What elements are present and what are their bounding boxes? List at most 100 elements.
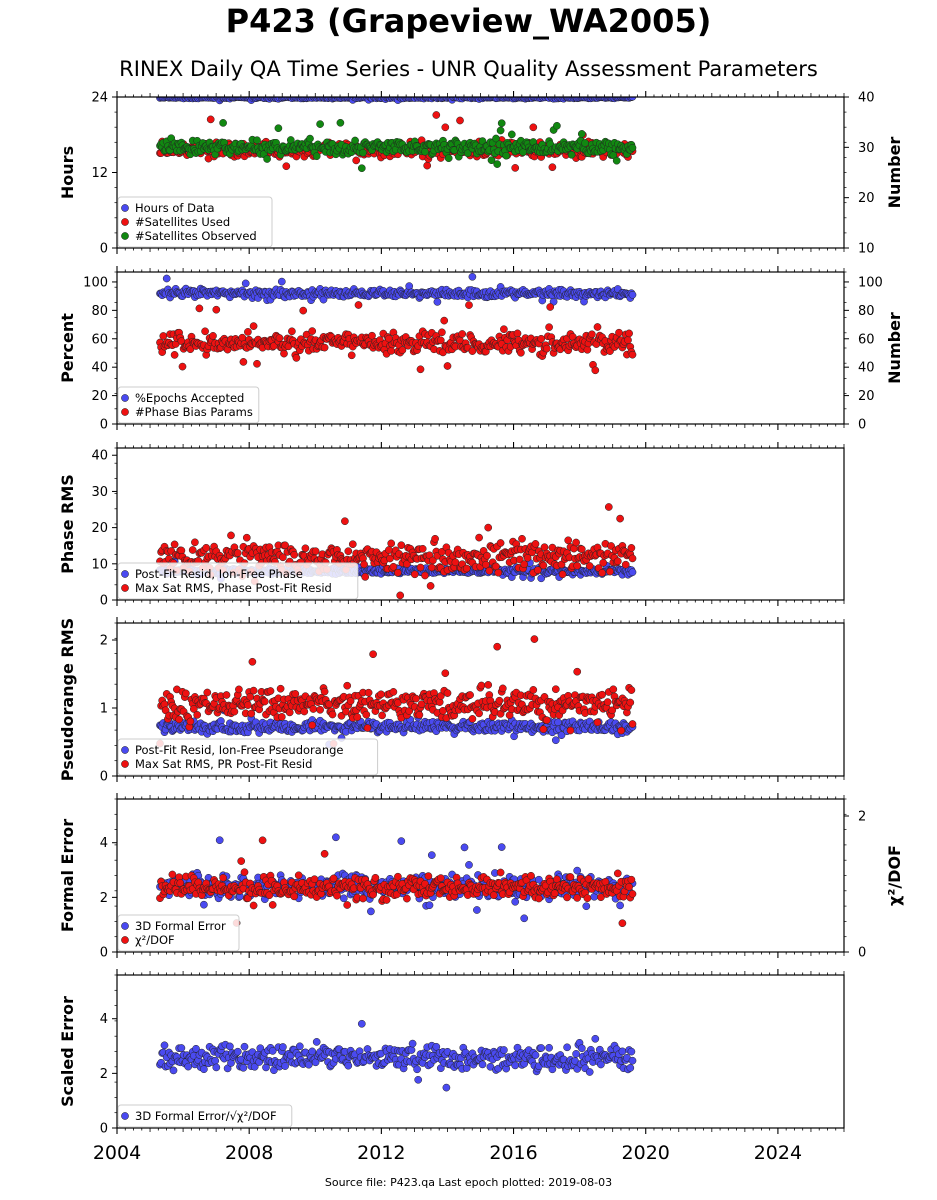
- legend: Hours of Data#Satellites Used#Satellites…: [117, 196, 273, 248]
- data-point-red: [530, 635, 539, 643]
- data-point-red: [412, 694, 420, 703]
- data-point-blue: [468, 272, 477, 281]
- y2-tick-label: 100: [858, 275, 883, 290]
- y-tick-label: 40: [91, 361, 108, 376]
- data-point-red: [456, 116, 464, 125]
- y-tick-label: 20: [91, 389, 108, 404]
- legend-box: [117, 386, 260, 424]
- data-point-red: [513, 329, 522, 338]
- data-point-red: [624, 336, 632, 344]
- data-point-red: [389, 688, 398, 696]
- data-point-red: [344, 547, 353, 556]
- data-point-green: [316, 120, 324, 128]
- y-tick-label: 0: [100, 770, 108, 785]
- y-tick-label: 1: [100, 702, 108, 717]
- legend-marker: [121, 584, 129, 592]
- data-point-red: [233, 549, 242, 557]
- data-point-red: [416, 563, 425, 572]
- page-title: P423 (Grapeview_WA2005): [225, 2, 712, 40]
- data-point-red: [189, 705, 198, 713]
- y-axis-label: Pseudorange RMS: [58, 618, 77, 781]
- page-subtitle: RINEX Daily QA Time Series - UNR Quality…: [119, 57, 818, 81]
- data-point-red: [542, 344, 551, 353]
- y-tick-label: 0: [100, 418, 108, 433]
- data-point-blue: [319, 295, 328, 304]
- data-point-red: [566, 726, 575, 735]
- data-point-red: [465, 301, 473, 309]
- y2-tick-label: 40: [858, 91, 875, 106]
- data-point-red: [443, 689, 452, 697]
- data-point-green: [493, 160, 502, 168]
- y-tick-label: 100: [83, 275, 108, 290]
- data-point-red: [608, 706, 617, 715]
- data-point-red: [292, 354, 301, 362]
- data-point-red: [361, 573, 370, 581]
- data-point-blue: [339, 894, 348, 903]
- y2-tick-label: 60: [858, 332, 875, 347]
- data-point-red: [177, 546, 186, 555]
- data-point-green: [492, 134, 500, 143]
- legend-marker: [121, 408, 129, 416]
- data-point-red: [475, 709, 483, 718]
- data-point-green: [507, 130, 516, 139]
- data-point-red: [410, 570, 419, 579]
- data-point-red: [511, 164, 520, 172]
- data-point-red: [242, 533, 251, 542]
- data-point-red: [475, 533, 483, 542]
- data-point-red: [209, 332, 217, 340]
- data-point-blue: [215, 836, 224, 845]
- data-point-red: [626, 698, 635, 707]
- y-axis-label: Hours: [58, 146, 77, 199]
- data-point-blue: [433, 298, 442, 306]
- data-point-red: [417, 700, 426, 709]
- panel-2: 0 20 40 60 80 100 Percent 0 20 40 60 80 100 Number %Ep…: [58, 266, 904, 433]
- data-point-green: [553, 121, 561, 130]
- data-point-red: [494, 568, 503, 577]
- data-point-red: [482, 560, 490, 569]
- data-point-red: [360, 560, 368, 569]
- data-point-red: [593, 323, 602, 331]
- data-point-green: [567, 150, 576, 159]
- data-point-red: [495, 696, 504, 705]
- data-point-red: [621, 560, 630, 569]
- data-point-red: [178, 362, 187, 371]
- data-point-red: [308, 721, 317, 730]
- data-point-red: [577, 545, 586, 554]
- data-point-red: [397, 541, 406, 550]
- data-point-red: [484, 681, 493, 689]
- data-point-red: [193, 711, 202, 719]
- data-point-red: [415, 711, 424, 719]
- data-point-red: [466, 691, 474, 699]
- data-point-red: [389, 562, 398, 571]
- data-point-green: [336, 118, 345, 127]
- data-point-red: [604, 503, 613, 511]
- data-point-blue: [511, 897, 520, 906]
- data-point-red: [354, 301, 363, 309]
- data-point-red: [363, 724, 372, 732]
- data-point-red: [195, 304, 204, 313]
- data-point-red: [441, 669, 450, 678]
- data-point-red: [188, 546, 197, 554]
- data-point-red: [628, 350, 637, 359]
- y-axis-label: Phase RMS: [58, 474, 77, 574]
- data-point-red: [617, 726, 626, 735]
- legend-marker: [121, 204, 129, 212]
- data-point-red: [249, 322, 258, 330]
- data-point-blue: [628, 97, 637, 101]
- data-point-red: [468, 347, 477, 355]
- legend-marker: [121, 570, 129, 578]
- y-tick-label: 40: [91, 449, 108, 464]
- data-point-red: [170, 351, 179, 359]
- data-point-red: [418, 544, 427, 553]
- data-point-red: [628, 720, 637, 728]
- data-point-red: [235, 685, 243, 694]
- data-point-red: [276, 684, 285, 693]
- data-point-red: [468, 715, 477, 723]
- data-point-red: [369, 650, 377, 659]
- y-tick-label: 0: [100, 242, 108, 257]
- data-point-red: [260, 697, 269, 706]
- data-point-red: [239, 358, 248, 366]
- data-point-red: [347, 351, 356, 360]
- data-point-red: [320, 687, 329, 696]
